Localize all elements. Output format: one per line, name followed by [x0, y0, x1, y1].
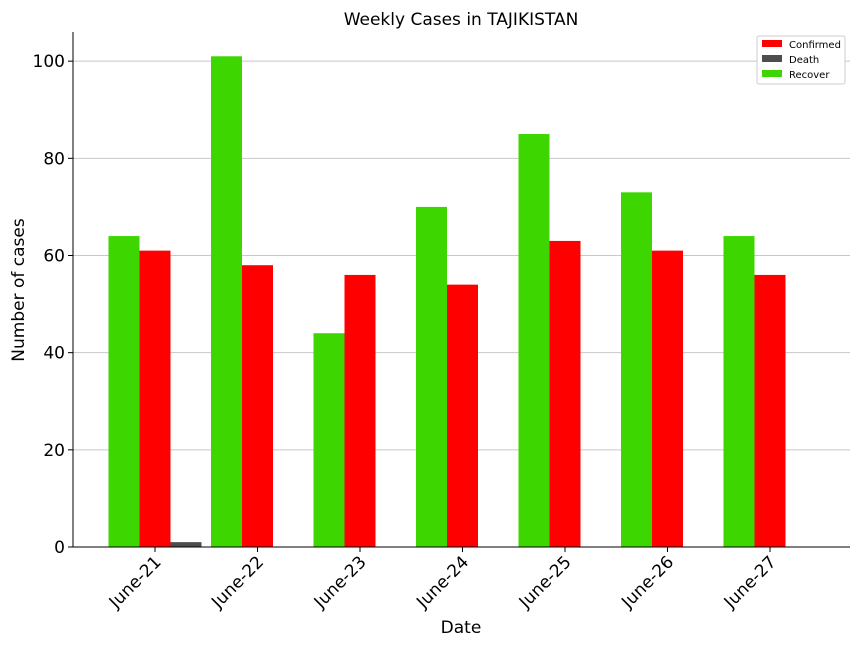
y-tick-label: 40	[43, 344, 65, 364]
x-tick-label: June-25	[515, 552, 576, 613]
x-tick-label: June-26	[617, 552, 678, 613]
y-ticks: 0 20 40 60 80 100	[33, 52, 73, 558]
y-tick-label: 0	[54, 538, 65, 558]
y-tick-label: 100	[33, 52, 65, 72]
bars	[108, 56, 786, 548]
legend: Confirmed Death Recover	[756, 35, 846, 85]
x-ticks: June-21 June-22 June-23 June-24 June-25 June-…	[105, 547, 781, 613]
y-tick-label: 60	[43, 246, 65, 266]
legend-label-confirmed: Confirmed	[789, 40, 841, 51]
x-tick-label: June-22	[207, 552, 268, 613]
bar-confirmed	[652, 250, 683, 547]
legend-swatch-death	[762, 55, 782, 62]
chart-title: Weekly Cases in TAJIKISTAN	[344, 10, 579, 30]
bar-confirmed	[447, 284, 478, 547]
axes	[72, 32, 850, 548]
bar-confirmed	[139, 250, 171, 547]
bar-confirmed	[754, 274, 786, 547]
legend-swatch-confirmed	[762, 40, 782, 47]
x-tick-label: June-24	[412, 552, 473, 613]
x-tick-label: June-23	[310, 552, 371, 613]
bar-confirmed	[344, 274, 376, 547]
bar-recover	[621, 192, 652, 547]
legend-swatch-recover	[762, 70, 782, 77]
bar-recover	[518, 134, 550, 547]
bar-death	[170, 542, 202, 547]
bar-recover	[723, 236, 755, 547]
bar-recover	[211, 56, 242, 548]
x-tick-label: June-21	[105, 552, 166, 613]
y-tick-label: 80	[43, 149, 65, 169]
x-axis-title: Date	[441, 618, 482, 638]
bar-recover	[313, 333, 345, 547]
legend-label-death: Death	[789, 55, 819, 66]
bar-recover	[416, 206, 447, 548]
legend-label-recover: Recover	[789, 70, 830, 81]
bar-confirmed	[549, 240, 581, 547]
gridlines	[73, 60, 850, 451]
y-axis-title: Number of cases	[9, 218, 29, 362]
y-tick-label: 20	[43, 441, 65, 461]
x-tick-label: June-27	[720, 552, 781, 613]
bar-confirmed	[242, 265, 273, 547]
bar-recover	[108, 236, 140, 547]
